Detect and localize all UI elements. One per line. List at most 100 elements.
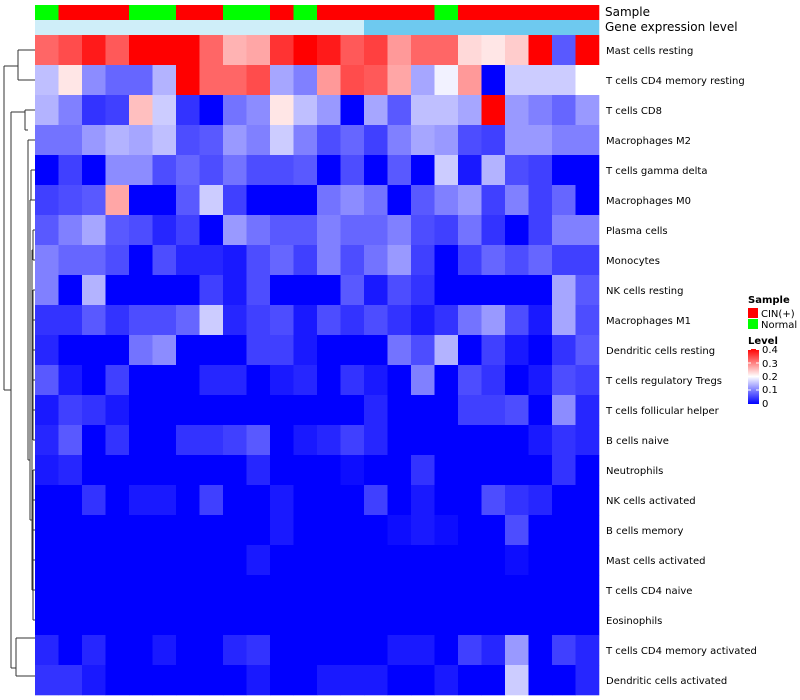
heatmap-cell xyxy=(387,365,412,396)
heatmap-cell xyxy=(505,185,529,216)
heatmap-cell xyxy=(270,215,294,246)
heatmap-cell xyxy=(387,215,412,246)
sample-annotation-cell xyxy=(82,5,106,20)
heatmap-cell xyxy=(458,485,482,516)
heatmap-cell xyxy=(528,335,553,366)
heatmap-cell xyxy=(246,305,271,336)
heatmap-cell xyxy=(552,125,576,156)
heatmap-cell xyxy=(481,395,506,426)
heatmap-cell xyxy=(505,605,529,636)
heatmap-cell xyxy=(176,635,200,666)
heatmap-cell xyxy=(528,635,553,666)
heatmap-cell xyxy=(505,335,529,366)
heatmap-cell xyxy=(528,245,553,276)
heatmap-cell xyxy=(270,305,294,336)
heatmap-cell xyxy=(505,485,529,516)
heatmap-cell xyxy=(317,245,341,276)
heatmap-cell xyxy=(458,185,482,216)
heatmap-cell xyxy=(35,185,59,216)
heatmap-cell xyxy=(552,485,576,516)
heatmap-cell xyxy=(481,275,506,306)
heatmap-cell xyxy=(152,575,177,606)
heatmap-cell xyxy=(223,305,247,336)
heatmap-cell xyxy=(270,275,294,306)
heatmap-cell xyxy=(58,95,83,126)
heatmap-cell xyxy=(552,635,576,666)
heatmap-cell xyxy=(387,95,412,126)
heatmap-cell xyxy=(575,395,600,426)
heatmap-cell xyxy=(505,635,529,666)
heatmap-cell xyxy=(481,665,506,696)
heatmap-cell xyxy=(199,215,224,246)
heatmap-cell xyxy=(199,335,224,366)
heatmap-cell xyxy=(105,365,130,396)
expression-annotation-cell xyxy=(411,20,435,35)
heatmap-cell xyxy=(575,125,600,156)
heatmap-cell xyxy=(270,185,294,216)
heatmap-cell xyxy=(152,365,177,396)
heatmap-cell xyxy=(58,275,83,306)
heatmap-cell xyxy=(317,425,341,456)
heatmap-cell xyxy=(458,605,482,636)
heatmap-cell xyxy=(434,215,459,246)
sample-annotation-cell xyxy=(246,5,271,20)
heatmap-cell xyxy=(223,515,247,546)
heatmap-cell xyxy=(505,275,529,306)
legend-level-title: Level xyxy=(748,336,778,347)
heatmap-cell xyxy=(129,185,153,216)
heatmap-cell xyxy=(575,365,600,396)
heatmap-cell xyxy=(246,125,271,156)
heatmap-cell xyxy=(411,155,435,186)
row-label: T cells regulatory Tregs xyxy=(605,376,722,387)
heatmap-cell xyxy=(58,335,83,366)
heatmap-cell xyxy=(317,455,341,486)
heatmap-cell xyxy=(246,545,271,576)
row-label: Mast cells resting xyxy=(606,46,693,57)
heatmap-cell xyxy=(458,365,482,396)
heatmap-cell xyxy=(176,155,200,186)
heatmap-cell xyxy=(35,65,59,96)
heatmap-cell xyxy=(364,605,388,636)
heatmap-cell xyxy=(411,485,435,516)
heatmap-cell xyxy=(246,515,271,546)
heatmap-cell xyxy=(105,125,130,156)
heatmap-cell xyxy=(364,95,388,126)
heatmap-cell xyxy=(199,245,224,276)
heatmap-cell xyxy=(82,65,106,96)
heatmap-cell xyxy=(575,35,600,66)
heatmap-cell xyxy=(199,545,224,576)
row-label: Macrophages M1 xyxy=(606,316,691,327)
heatmap-cell xyxy=(434,275,459,306)
heatmap-cell xyxy=(552,455,576,486)
heatmap-cell xyxy=(82,575,106,606)
heatmap-cell xyxy=(411,185,435,216)
heatmap-cell xyxy=(199,575,224,606)
row-label: T cells CD8 xyxy=(605,106,662,117)
heatmap-cell xyxy=(458,635,482,666)
heatmap-cell xyxy=(152,245,177,276)
heatmap-cell xyxy=(434,245,459,276)
heatmap-cell xyxy=(387,605,412,636)
heatmap-cell xyxy=(105,215,130,246)
heatmap-cell xyxy=(458,155,482,186)
expression-annotation-cell xyxy=(270,20,294,35)
heatmap-cell xyxy=(340,515,365,546)
sample-annotation-cell xyxy=(481,5,506,20)
heatmap-cell xyxy=(458,215,482,246)
heatmap-cell xyxy=(152,155,177,186)
heatmap-cell xyxy=(575,485,600,516)
heatmap-cell xyxy=(340,485,365,516)
expression-annotation-cell xyxy=(340,20,365,35)
legend-normal-swatch xyxy=(748,319,758,329)
heatmap-cell xyxy=(458,125,482,156)
heatmap-cell xyxy=(505,95,529,126)
heatmap-cell xyxy=(364,275,388,306)
heatmap-cell xyxy=(340,95,365,126)
heatmap-cell xyxy=(552,545,576,576)
heatmap-cell xyxy=(82,365,106,396)
heatmap-cell xyxy=(270,665,294,696)
legend-normal-label: Normal xyxy=(761,320,797,331)
row-label: T cells gamma delta xyxy=(605,166,707,177)
heatmap-cell xyxy=(364,185,388,216)
heatmap-cell xyxy=(481,35,506,66)
